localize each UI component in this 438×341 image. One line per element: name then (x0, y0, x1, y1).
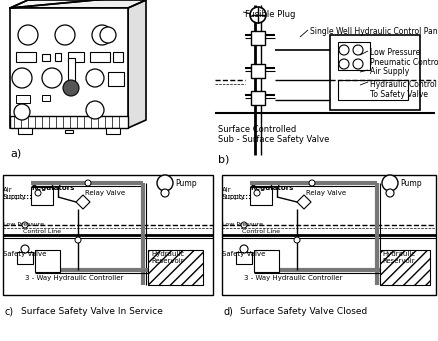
Bar (3, 175, 212, 295)
Bar (90, 52, 110, 62)
Bar (68, 58, 75, 93)
Circle shape (85, 180, 91, 186)
Bar (379, 250, 429, 285)
Bar (42, 54, 50, 61)
Circle shape (385, 189, 393, 197)
Circle shape (35, 190, 41, 196)
Text: Surface Controlled
Sub - Surface Safety Valve: Surface Controlled Sub - Surface Safety … (218, 125, 328, 144)
Text: Hydraulic
Reservoir: Hydraulic Reservoir (151, 251, 184, 264)
Text: Pump: Pump (175, 179, 196, 188)
Circle shape (86, 101, 104, 119)
Circle shape (92, 25, 112, 45)
Text: Low Pressure
Pneumatic Control Line: Low Pressure Pneumatic Control Line (369, 48, 438, 68)
Polygon shape (10, 0, 151, 8)
Circle shape (86, 69, 104, 87)
Circle shape (293, 237, 299, 243)
Circle shape (338, 45, 348, 55)
Bar (222, 175, 435, 295)
Text: a): a) (10, 148, 21, 158)
Polygon shape (128, 0, 146, 128)
Bar (42, 95, 50, 101)
Text: d): d) (223, 307, 233, 317)
Text: Surface Safety Valve Closed: Surface Safety Valve Closed (240, 307, 367, 316)
Text: Low Pressure: Low Pressure (3, 222, 44, 227)
Text: Low Pressure: Low Pressure (222, 222, 262, 227)
Text: Fusible Plug: Fusible Plug (244, 10, 295, 19)
Text: Pump: Pump (399, 179, 420, 188)
Text: Safety Valve: Safety Valve (222, 251, 265, 257)
Text: Safety Valve: Safety Valve (3, 251, 46, 257)
Circle shape (338, 59, 348, 69)
Text: Relay Valve: Relay Valve (85, 190, 125, 196)
Text: c): c) (5, 307, 14, 317)
Circle shape (22, 222, 28, 228)
Bar (251, 91, 265, 105)
Circle shape (157, 175, 173, 191)
Text: Surface Safety Valve In Service: Surface Safety Valve In Service (21, 307, 162, 316)
Bar (68, 52, 84, 62)
Bar (55, 53, 61, 61)
Circle shape (14, 104, 30, 120)
Bar (249, 187, 272, 205)
Bar (16, 52, 36, 62)
Text: Air
Supply: Air Supply (3, 187, 27, 200)
Circle shape (249, 7, 265, 23)
Bar (251, 64, 265, 78)
Circle shape (55, 25, 75, 45)
Bar (148, 250, 202, 285)
Bar (254, 250, 279, 272)
Bar (106, 128, 120, 134)
Circle shape (254, 190, 259, 196)
Bar (35, 250, 60, 272)
Polygon shape (76, 195, 90, 209)
Bar (18, 128, 32, 134)
Text: Control Line: Control Line (241, 229, 279, 234)
Text: Hydraulic Control Line
To Safety Valve: Hydraulic Control Line To Safety Valve (369, 80, 438, 99)
Text: 3 - Way Hydraulic Controller: 3 - Way Hydraulic Controller (25, 275, 123, 281)
Bar (65, 130, 73, 133)
Circle shape (18, 25, 38, 45)
Circle shape (352, 59, 362, 69)
Circle shape (100, 27, 116, 43)
Text: Control Line: Control Line (23, 229, 61, 234)
Bar (251, 31, 265, 45)
Bar (329, 35, 419, 110)
Circle shape (161, 189, 169, 197)
Text: Regulators: Regulators (31, 185, 74, 191)
Text: b): b) (218, 155, 229, 165)
Circle shape (75, 237, 81, 243)
Circle shape (381, 175, 397, 191)
Bar (31, 187, 53, 205)
Circle shape (352, 45, 362, 55)
Bar (337, 80, 407, 100)
Text: Air Supply: Air Supply (369, 67, 408, 76)
Bar (108, 72, 124, 86)
Circle shape (42, 68, 62, 88)
Circle shape (63, 80, 79, 96)
Text: Hydraulic
Reservoir: Hydraulic Reservoir (381, 251, 414, 264)
Text: Single Well Hydraulic Control Panel: Single Well Hydraulic Control Panel (309, 27, 438, 36)
Circle shape (12, 68, 32, 88)
Circle shape (308, 180, 314, 186)
Bar (337, 42, 369, 70)
Text: Air
Supply: Air Supply (222, 187, 245, 200)
Text: 3 - Way Hydraulic Controller: 3 - Way Hydraulic Controller (244, 275, 342, 281)
Bar (17, 252, 33, 264)
Text: Relay Valve: Relay Valve (305, 190, 345, 196)
Bar (16, 95, 30, 103)
Circle shape (240, 245, 247, 253)
Text: Regulators: Regulators (249, 185, 293, 191)
Polygon shape (297, 195, 310, 209)
Circle shape (21, 245, 29, 253)
Bar (113, 52, 123, 62)
Circle shape (240, 222, 247, 228)
Bar (10, 116, 128, 128)
Bar (236, 252, 251, 264)
Bar (10, 8, 128, 128)
Polygon shape (10, 0, 146, 8)
